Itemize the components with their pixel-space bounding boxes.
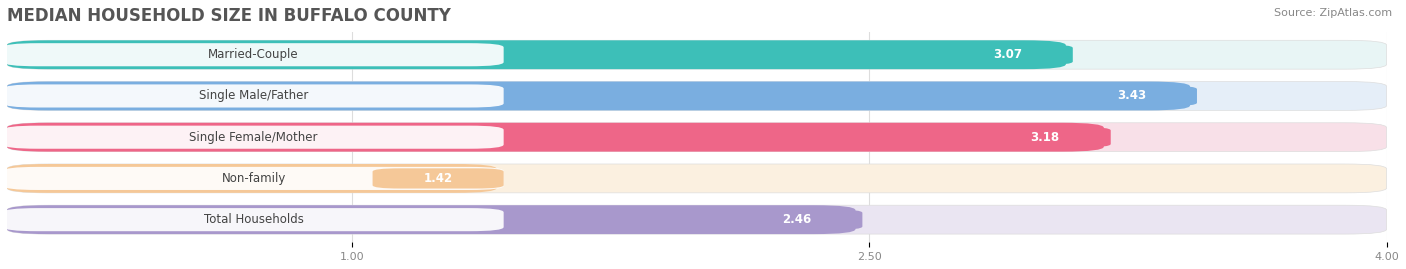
Text: 2.46: 2.46 [782,213,811,226]
FancyBboxPatch shape [7,205,1386,234]
Text: Single Male/Father: Single Male/Father [198,90,308,102]
FancyBboxPatch shape [731,210,862,230]
Text: 3.07: 3.07 [993,48,1022,61]
Text: 3.18: 3.18 [1031,131,1060,144]
FancyBboxPatch shape [3,84,503,108]
Text: Single Female/Mother: Single Female/Mother [190,131,318,144]
FancyBboxPatch shape [3,43,503,66]
FancyBboxPatch shape [7,205,855,234]
FancyBboxPatch shape [980,127,1111,147]
FancyBboxPatch shape [7,164,1386,193]
FancyBboxPatch shape [7,40,1386,69]
Text: Married-Couple: Married-Couple [208,48,299,61]
FancyBboxPatch shape [373,168,503,189]
Text: 1.42: 1.42 [423,172,453,185]
Text: MEDIAN HOUSEHOLD SIZE IN BUFFALO COUNTY: MEDIAN HOUSEHOLD SIZE IN BUFFALO COUNTY [7,7,451,25]
FancyBboxPatch shape [7,123,1104,152]
Text: Non-family: Non-family [221,172,285,185]
Text: Source: ZipAtlas.com: Source: ZipAtlas.com [1274,8,1392,18]
FancyBboxPatch shape [1066,86,1197,106]
FancyBboxPatch shape [7,164,496,193]
FancyBboxPatch shape [3,208,503,231]
FancyBboxPatch shape [7,123,1386,152]
FancyBboxPatch shape [7,82,1386,110]
FancyBboxPatch shape [942,45,1073,65]
FancyBboxPatch shape [3,167,503,190]
FancyBboxPatch shape [7,82,1189,110]
FancyBboxPatch shape [3,126,503,149]
FancyBboxPatch shape [7,40,1066,69]
Text: Total Households: Total Households [204,213,304,226]
Text: 3.43: 3.43 [1116,90,1146,102]
